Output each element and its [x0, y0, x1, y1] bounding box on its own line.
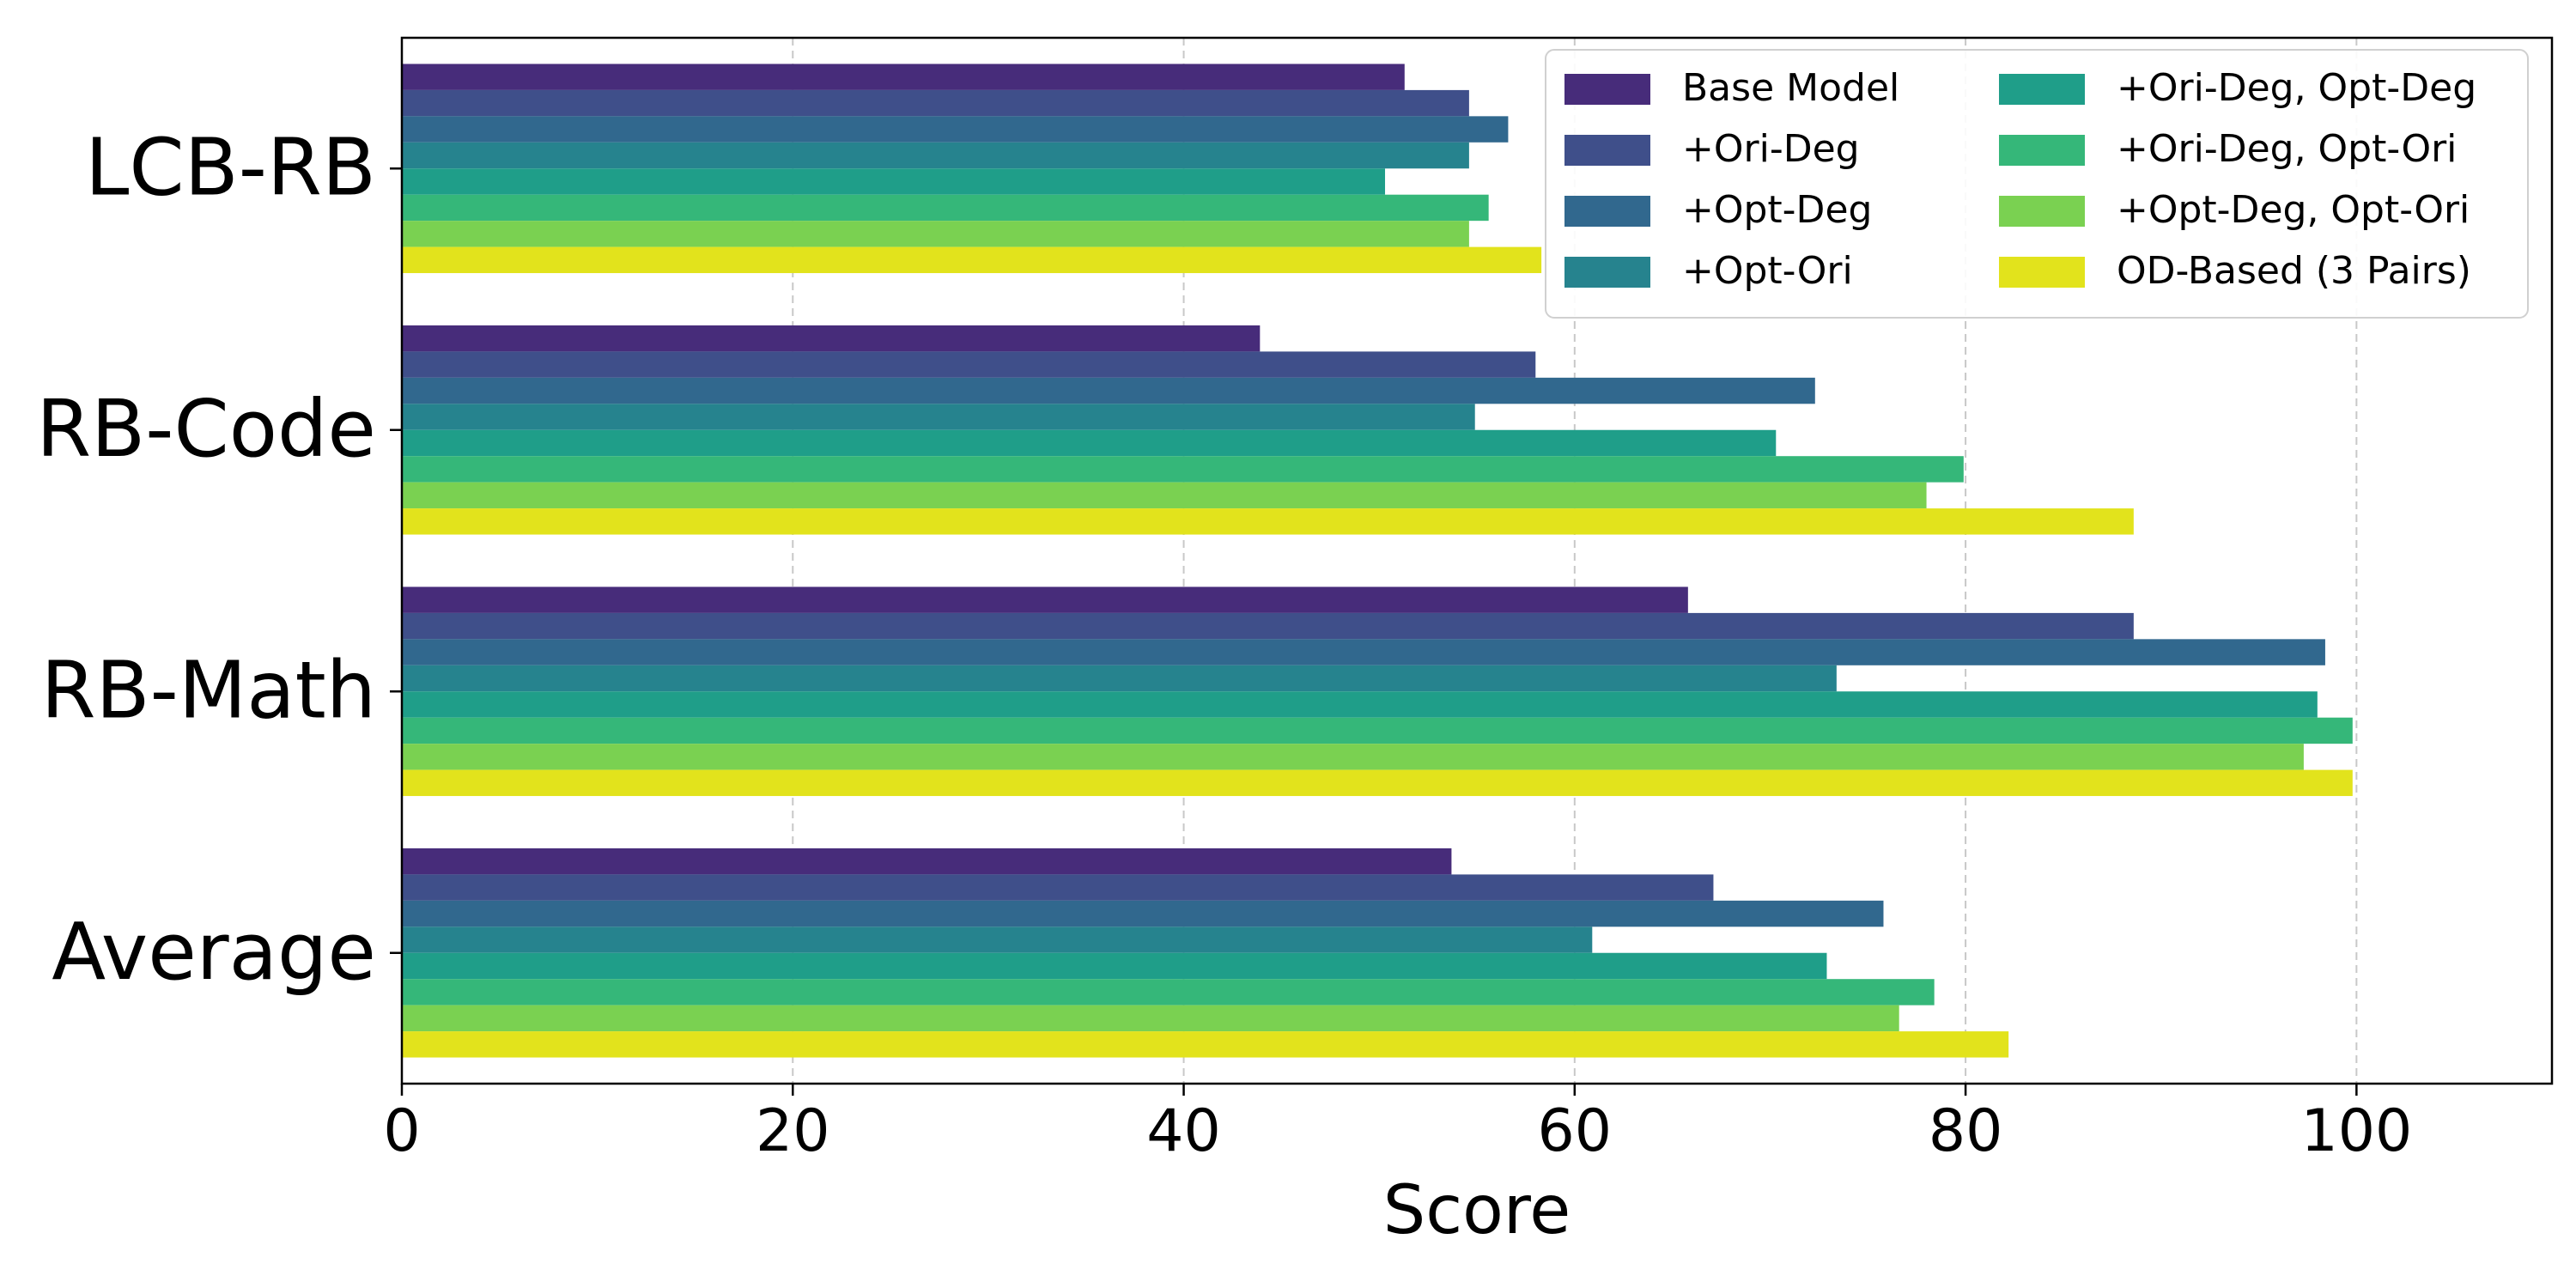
bar: [402, 116, 1509, 143]
bar: [402, 168, 1386, 195]
legend-swatch: [1999, 196, 2085, 227]
bar: [402, 246, 1542, 274]
bars: [402, 64, 2353, 1058]
bar: [402, 874, 1714, 901]
bar: [402, 639, 2325, 665]
legend-swatch: [1999, 257, 2085, 288]
bar: [402, 952, 1827, 980]
y-category-label: RB-Math: [41, 644, 376, 736]
legend-swatch: [1564, 257, 1650, 288]
legend-swatch: [1564, 196, 1650, 227]
legend: Base Model +Ori-Deg +Opt-Deg +Opt-Ori +Ori-D…: [1545, 49, 2529, 319]
bar: [402, 482, 1927, 509]
bar: [402, 1031, 2009, 1058]
bar: [402, 769, 2353, 797]
bar: [402, 665, 1837, 692]
plot-frame: [400, 36, 2554, 1085]
legend-label: OD-Based (3 Pairs): [2117, 249, 2471, 293]
bar: [402, 979, 1935, 1005]
bar: [402, 1005, 1899, 1032]
bar: [402, 351, 1536, 378]
bar: [402, 429, 1777, 457]
legend-swatch: [1999, 135, 2085, 166]
x-tick-label: 60: [1538, 1097, 1613, 1165]
bar: [402, 221, 1469, 247]
bar: [402, 377, 1815, 404]
legend-label: +Ori-Deg, Opt-Deg: [2117, 66, 2476, 110]
bar: [402, 142, 1469, 169]
legend-swatch: [1564, 74, 1650, 105]
bar: [402, 744, 2304, 770]
x-tick-label: 0: [383, 1097, 420, 1165]
bar: [402, 89, 1469, 117]
legend-label: +Opt-Deg: [1682, 188, 1872, 232]
y-category-label: LCB-RB: [85, 121, 376, 213]
legend-swatch: [1564, 135, 1650, 166]
bar: [402, 404, 1475, 430]
x-tick-label: 40: [1146, 1097, 1221, 1165]
bar: [402, 900, 1884, 927]
bar: [402, 586, 1688, 613]
x-tick-label: 80: [1929, 1097, 2003, 1165]
bar: [402, 64, 1405, 90]
y-category-label: Average: [52, 906, 376, 998]
bar: [402, 717, 2353, 744]
bar: [402, 612, 2134, 640]
x-axis-label: Score: [1383, 1172, 1571, 1249]
legend-box: [1545, 49, 2529, 319]
x-axis: 0 20 40 60 80 100: [383, 1084, 2412, 1165]
legend-label: +Ori-Deg: [1682, 127, 1860, 171]
legend-label: +Ori-Deg, Opt-Ori: [2117, 127, 2457, 171]
bar: [402, 691, 2318, 718]
legend-swatch: [1999, 74, 2085, 105]
bar: [402, 456, 1964, 483]
bar: [402, 927, 1593, 953]
bar: [402, 848, 1452, 875]
x-tick-label: 20: [756, 1097, 830, 1165]
y-category-label: RB-Code: [36, 383, 376, 475]
y-axis: LCB-RB RB-Code RB-Math Average: [36, 121, 402, 998]
legend-label: +Opt-Deg, Opt-Ori: [2117, 188, 2470, 232]
legend-label: Base Model: [1682, 66, 1899, 110]
bar: [402, 325, 1261, 352]
x-tick-label: 100: [2300, 1097, 2412, 1165]
bar: [402, 194, 1489, 222]
legend-label: +Opt-Ori: [1682, 249, 1853, 293]
bar: [402, 508, 2134, 535]
